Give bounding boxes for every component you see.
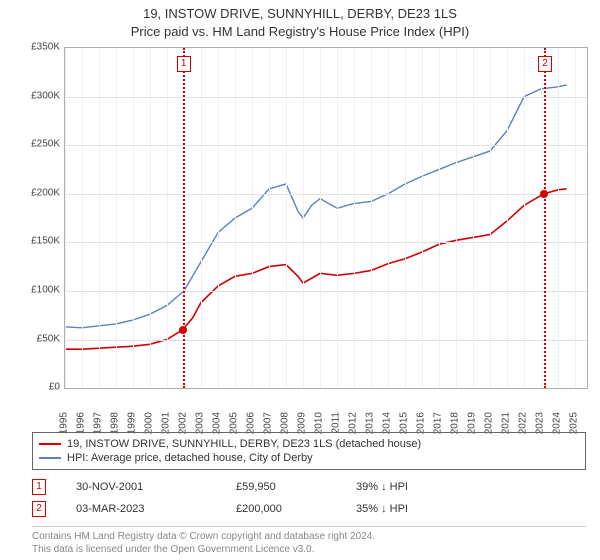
event-marker-badge: 1	[177, 56, 191, 72]
y-axis-label: £150K	[24, 236, 60, 247]
event-point	[179, 326, 187, 334]
event-marker-badge: 2	[538, 56, 552, 72]
event-table: 1 30-NOV-2001 £59,950 39% ↓ HPI 2 03-MAR-2023…	[32, 476, 586, 520]
gridline-v	[371, 48, 372, 388]
y-axis-label: £100K	[24, 285, 60, 296]
plot-region: 12	[64, 47, 588, 389]
legend: 19, INSTOW DRIVE, SUNNYHILL, DERBY, DE23…	[32, 432, 586, 470]
chart-titles: 19, INSTOW DRIVE, SUNNYHILL, DERBY, DE23…	[0, 0, 600, 39]
gridline-v	[82, 48, 83, 388]
footer-line-2: This data is licensed under the Open Gov…	[32, 544, 586, 557]
gridline-v	[405, 48, 406, 388]
gridline-v	[133, 48, 134, 388]
gridline-h	[65, 340, 587, 341]
gridline-v	[65, 48, 66, 388]
gridline-v	[167, 48, 168, 388]
footer-line-1: Contains HM Land Registry data © Crown c…	[32, 531, 586, 544]
legend-item: HPI: Average price, detached house, City…	[39, 451, 579, 465]
gridline-v	[439, 48, 440, 388]
x-axis-label: 2011	[331, 412, 342, 434]
gridline-v	[320, 48, 321, 388]
info-block: 19, INSTOW DRIVE, SUNNYHILL, DERBY, DE23…	[30, 432, 586, 556]
title-line-2: Price paid vs. HM Land Registry's House …	[0, 22, 600, 40]
gridline-v	[507, 48, 508, 388]
event-row: 1 30-NOV-2001 £59,950 39% ↓ HPI	[32, 476, 586, 498]
event-row-badge: 1	[32, 479, 46, 495]
event-marker-line	[544, 48, 546, 388]
gridline-v	[150, 48, 151, 388]
event-row-pct: 39% ↓ HPI	[356, 481, 408, 493]
event-row-badge: 2	[32, 501, 46, 517]
gridline-v	[456, 48, 457, 388]
legend-item: 19, INSTOW DRIVE, SUNNYHILL, DERBY, DE23…	[39, 437, 579, 451]
gridline-v	[303, 48, 304, 388]
y-axis-label: £200K	[24, 187, 60, 198]
title-line-1: 19, INSTOW DRIVE, SUNNYHILL, DERBY, DE23…	[0, 6, 600, 22]
gridline-v	[541, 48, 542, 388]
y-axis-label: £300K	[24, 90, 60, 101]
y-axis-label: £50K	[24, 333, 60, 344]
legend-swatch	[39, 443, 61, 445]
gridline-v	[235, 48, 236, 388]
gridline-v	[524, 48, 525, 388]
gridline-v	[269, 48, 270, 388]
gridline-v	[337, 48, 338, 388]
chart-area: 12 £0£50K£100K£150K£200K£250K£300K£350K1…	[30, 47, 590, 417]
legend-label: HPI: Average price, detached house, City…	[67, 452, 313, 464]
event-marker-line	[183, 48, 185, 388]
gridline-h	[65, 97, 587, 98]
event-row: 2 03-MAR-2023 £200,000 35% ↓ HPI	[32, 498, 586, 520]
event-row-price: £59,950	[236, 481, 326, 493]
gridline-v	[218, 48, 219, 388]
gridline-h	[65, 145, 587, 146]
legend-label: 19, INSTOW DRIVE, SUNNYHILL, DERBY, DE23…	[67, 438, 421, 450]
y-axis-label: £0	[24, 382, 60, 393]
chart-lines-svg	[65, 48, 587, 388]
gridline-v	[116, 48, 117, 388]
event-row-price: £200,000	[236, 503, 326, 515]
event-row-pct: 35% ↓ HPI	[356, 503, 408, 515]
gridline-v	[575, 48, 576, 388]
gridline-v	[286, 48, 287, 388]
gridline-v	[490, 48, 491, 388]
gridline-h	[65, 291, 587, 292]
legend-swatch	[39, 457, 61, 459]
gridline-h	[65, 242, 587, 243]
series-line-property	[65, 189, 567, 349]
gridline-v	[252, 48, 253, 388]
footer: Contains HM Land Registry data © Crown c…	[32, 526, 586, 556]
y-axis-label: £350K	[24, 42, 60, 53]
event-row-date: 03-MAR-2023	[76, 503, 206, 515]
gridline-v	[473, 48, 474, 388]
gridline-v	[99, 48, 100, 388]
gridline-v	[422, 48, 423, 388]
event-point	[540, 190, 548, 198]
y-axis-label: £250K	[24, 139, 60, 150]
gridline-v	[558, 48, 559, 388]
gridline-v	[354, 48, 355, 388]
gridline-h	[65, 194, 587, 195]
gridline-v	[201, 48, 202, 388]
event-row-date: 30-NOV-2001	[76, 481, 206, 493]
gridline-v	[388, 48, 389, 388]
